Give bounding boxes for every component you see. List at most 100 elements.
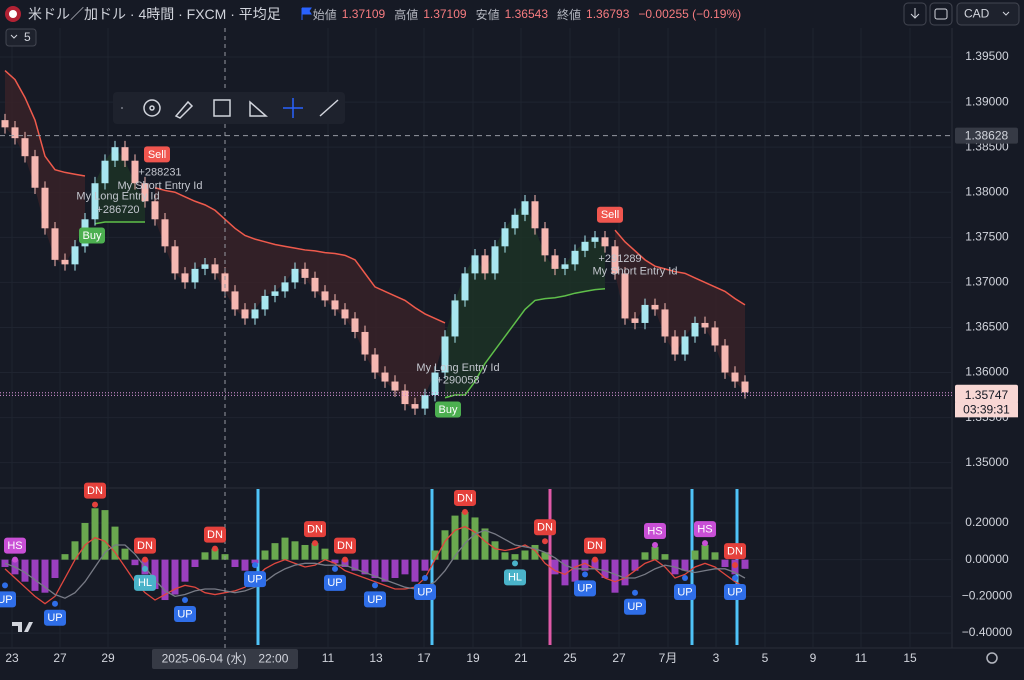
candle-body — [361, 331, 369, 355]
logo — [12, 622, 33, 632]
histogram-bar — [651, 546, 659, 560]
candle-body — [151, 201, 159, 220]
signal-box — [584, 537, 606, 554]
histogram-bar — [271, 543, 279, 560]
currency-select[interactable] — [956, 2, 1020, 26]
signal-dot — [592, 556, 598, 563]
band-fill — [5, 70, 85, 265]
overlay: 23 27 29 11 13 17 19 21 25 27 7月 3 5 9 11 15 1.35000 1.35… — [0, 28, 1018, 669]
signal-label: DN — [457, 492, 473, 504]
candle-body — [431, 372, 439, 396]
signal-label: HS — [7, 540, 22, 552]
candle-body — [341, 309, 349, 319]
price-change: −0.00255 (−0.19%) — [638, 7, 742, 21]
candle-body — [211, 264, 219, 274]
candle-body — [391, 381, 399, 391]
layout-button[interactable] — [929, 2, 953, 26]
currency: CAD — [964, 7, 990, 21]
ohlc-label: 終値 — [557, 7, 582, 22]
histogram-bar — [351, 559, 359, 571]
y-tick-label: 1.35000 — [965, 455, 1009, 469]
candle-body — [401, 390, 409, 405]
indicator-toggle[interactable] — [5, 28, 37, 47]
tool-icon[interactable] — [283, 98, 303, 118]
signal-box — [694, 521, 716, 538]
signal-box — [504, 569, 526, 586]
signal-box — [4, 537, 26, 554]
signal-dot — [422, 575, 428, 582]
candle-body — [661, 309, 669, 337]
candle-body — [331, 300, 339, 310]
x-tick-label: 15 — [903, 651, 917, 665]
histogram-bar — [251, 559, 259, 564]
trade-marker-label: Buy — [439, 404, 458, 416]
histogram-bar — [431, 550, 439, 560]
download-button[interactable] — [903, 2, 927, 26]
tool-icon[interactable] — [249, 100, 268, 117]
chevron-icon — [10, 34, 18, 39]
x-tick-label: 25 — [563, 651, 577, 665]
x-tick-label: 21 — [514, 651, 528, 665]
signal-label: HL — [138, 577, 152, 589]
histogram-bar — [291, 541, 299, 560]
signal-label: UP — [247, 574, 262, 586]
signal-label: UP — [177, 608, 192, 620]
tool-icon[interactable] — [319, 99, 339, 117]
tool-icon[interactable] — [143, 99, 161, 117]
histogram-bar — [551, 559, 559, 575]
trade-marker-label: Sell — [601, 209, 619, 221]
signal-label: DN — [727, 546, 743, 558]
histogram-bar — [261, 550, 269, 560]
candle-body — [261, 295, 269, 310]
histogram-bar — [241, 559, 249, 571]
band-line — [94, 221, 145, 225]
signal-label: UP — [677, 586, 692, 598]
signal-label: UP — [367, 594, 382, 606]
signal-label: HS — [647, 525, 662, 537]
candle-body — [131, 160, 139, 184]
histogram-bar — [411, 559, 419, 582]
signal-dot — [732, 562, 738, 569]
trade-label: +290058 — [436, 375, 479, 387]
band-fill — [155, 187, 445, 409]
x-tick-label: 17 — [417, 651, 431, 665]
histogram-bar — [81, 522, 89, 560]
y-tick-label: 1.36500 — [965, 320, 1009, 334]
band-line — [4, 70, 86, 177]
tool-icon[interactable] — [174, 100, 194, 119]
y-tick-label: 1.37000 — [965, 275, 1009, 289]
signal-dot — [142, 556, 148, 563]
trade-label: +291289 — [598, 253, 641, 265]
signal-box — [84, 482, 106, 499]
tool-icon[interactable] — [213, 99, 231, 117]
candle-body — [541, 228, 549, 256]
signal-box — [134, 574, 156, 591]
candle-body — [71, 246, 79, 265]
candle-body — [31, 156, 39, 188]
signal-dot — [92, 501, 98, 508]
histogram-bar — [191, 559, 199, 567]
y-tick-label: 1.39500 — [965, 49, 1009, 63]
signal-box — [724, 543, 746, 560]
signal-label: DN — [207, 529, 223, 541]
histogram-bar — [701, 544, 709, 560]
histogram-bar — [631, 559, 639, 571]
signal-label: UP — [417, 586, 432, 598]
ohlc-label: 安値 — [475, 7, 500, 22]
indicator-line — [4, 525, 746, 605]
settings-button[interactable] — [986, 652, 998, 664]
download-icon — [910, 8, 920, 19]
candle-body — [171, 246, 179, 274]
candle-body — [501, 228, 509, 247]
histogram-bar — [341, 559, 349, 567]
x-tick-label: 23 — [5, 651, 19, 665]
histogram-bar — [51, 559, 59, 579]
drag-handle[interactable] — [121, 107, 123, 109]
candle-body — [481, 255, 489, 274]
signal-label: HS — [697, 524, 712, 536]
x-tick-label: 3 — [713, 651, 720, 665]
trade-label: +288231 — [138, 166, 181, 178]
signal-dot — [12, 556, 18, 563]
histogram-bar — [641, 552, 649, 560]
